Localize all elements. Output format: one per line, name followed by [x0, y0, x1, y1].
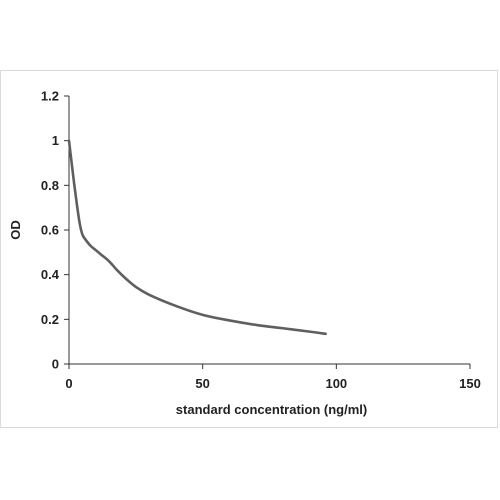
y-tick-label: 0.2 [41, 312, 59, 327]
y-tick-label: 1 [52, 133, 59, 148]
y-axis-title: OD [8, 220, 23, 240]
y-tick-label: 0.6 [41, 223, 59, 238]
x-tick-label: 100 [325, 376, 347, 391]
x-tick-label: 0 [65, 376, 72, 391]
y-tick-label: 1.2 [41, 89, 59, 104]
y-tick-label: 0 [52, 357, 59, 372]
x-tick-label: 50 [195, 376, 209, 391]
x-axis-title: standard concentration (ng/ml) [176, 402, 367, 417]
y-tick-label: 0.8 [41, 178, 59, 193]
y-axis-ticks: 0 0.2 0.4 0.6 0.8 1 1.2 [41, 89, 69, 372]
series-group [67, 139, 327, 336]
series-line [67, 139, 327, 336]
x-tick-label: 150 [459, 376, 481, 391]
x-axis-ticks: 0 50 100 150 [65, 364, 481, 391]
y-tick-label: 0.4 [41, 267, 60, 282]
chart-frame [0, 70, 498, 428]
